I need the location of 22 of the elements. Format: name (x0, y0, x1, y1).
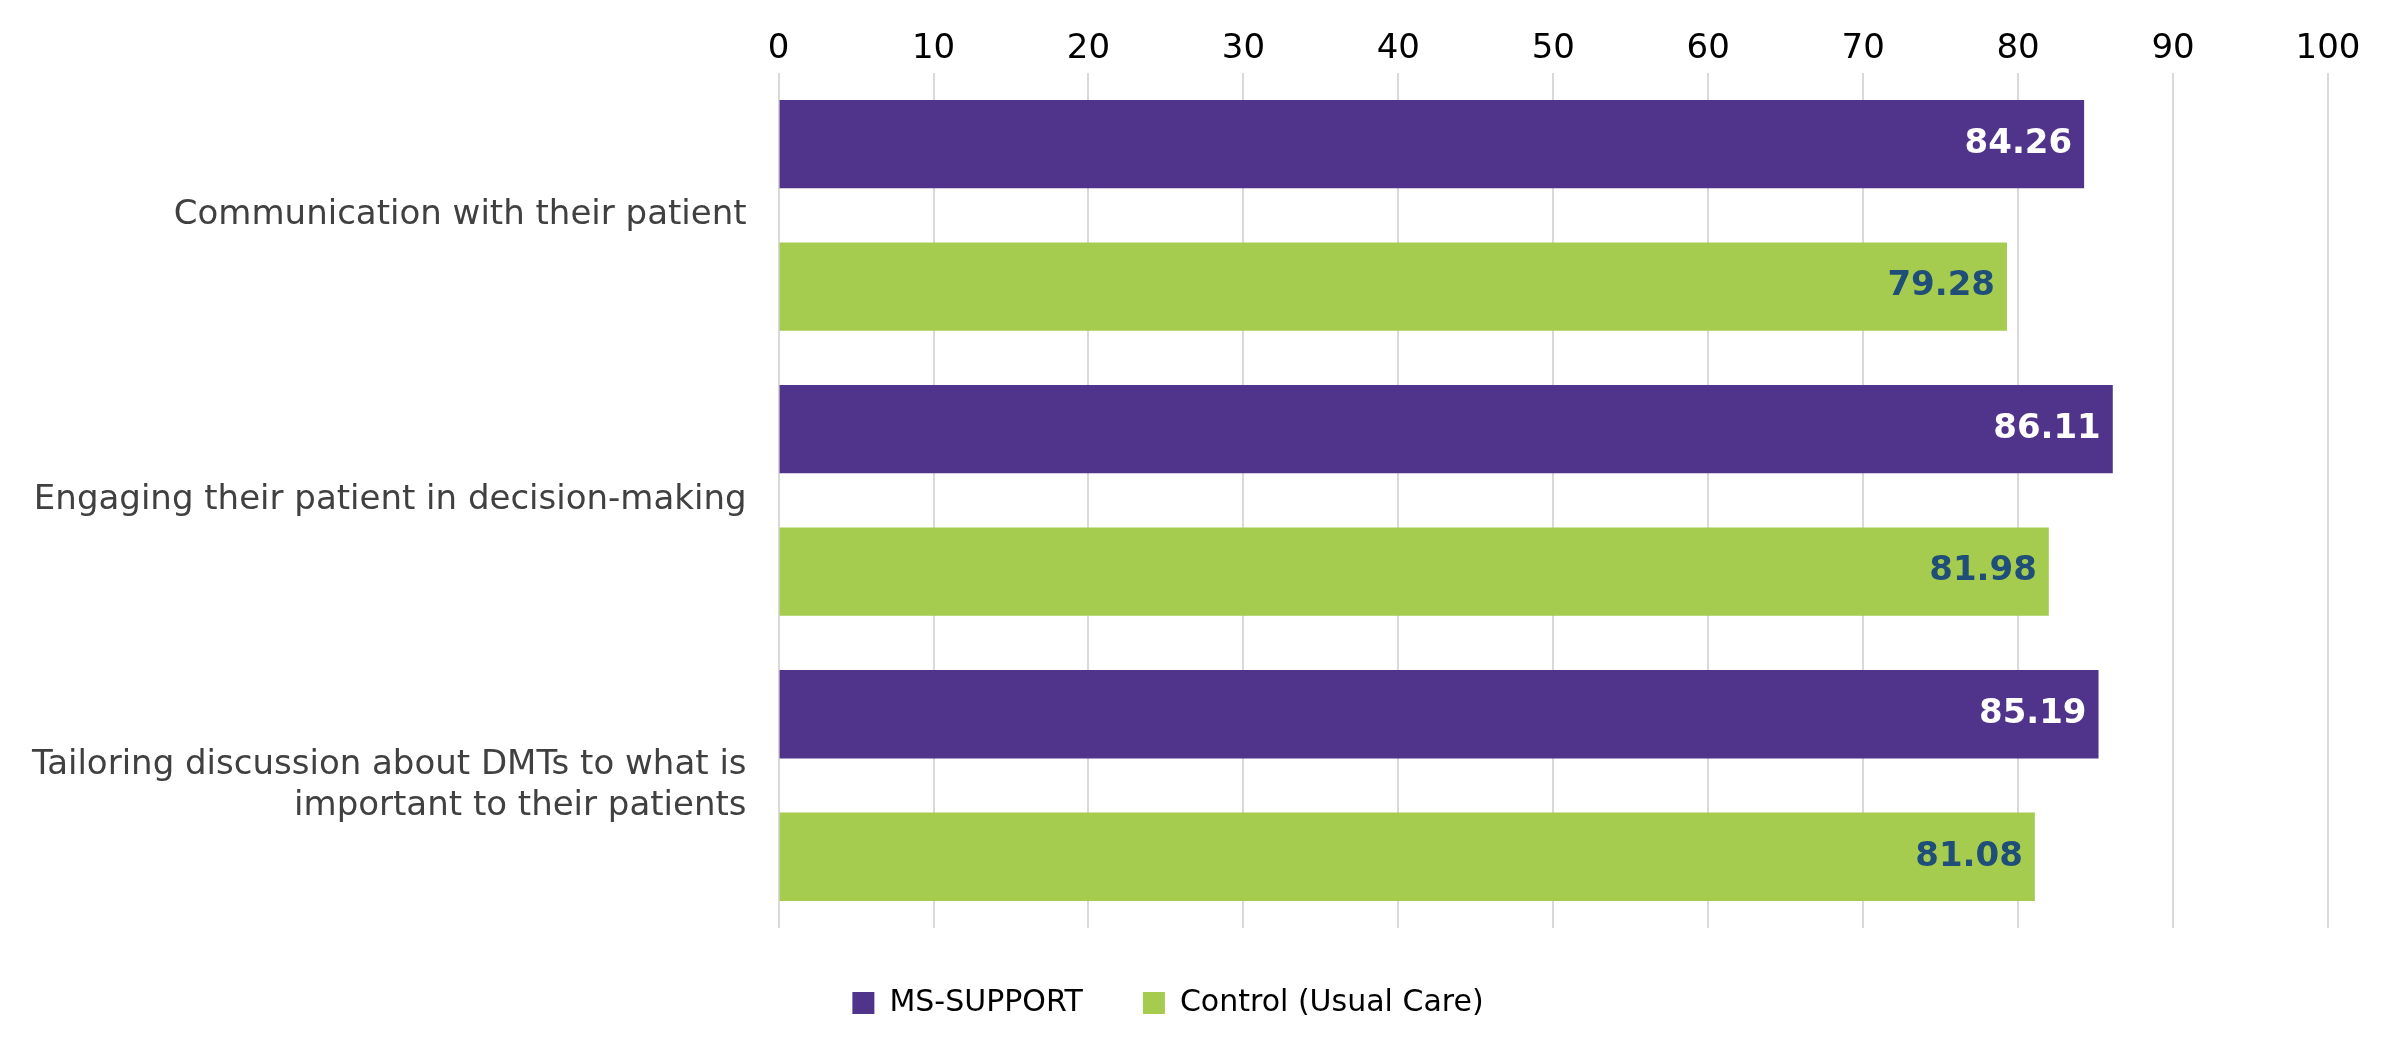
x-tick-label: 90 (2151, 26, 2195, 67)
data-label: 81.98 (1929, 548, 2037, 589)
y-tick-label: Tailoring discussion about DMTs to what is important to their patients (30, 741, 747, 823)
legend-label: MS-SUPPORT (889, 982, 1084, 1018)
x-tick-label: 10 (911, 26, 956, 67)
x-tick-label: 40 (1376, 26, 1420, 67)
legend-label: Control (Usual Care) (1179, 982, 1484, 1018)
y-tick-label: Engaging their patient in decision-making (33, 477, 747, 518)
x-tick-label: 30 (1221, 26, 1266, 67)
x-tick-label: 100 (2295, 26, 2361, 67)
data-label: 81.08 (1915, 833, 2023, 874)
data-label: 84.26 (1964, 120, 2073, 161)
x-tick-label: 20 (1066, 26, 1111, 67)
data-label: 85.19 (1978, 691, 2087, 732)
x-tick-label: 70 (1841, 26, 1885, 67)
x-tick-label: 0 (767, 26, 790, 67)
y-tick-label: Communication with their patient (173, 192, 747, 233)
data-label: 79.28 (1887, 263, 1995, 304)
x-tick-label: 50 (1531, 26, 1575, 67)
data-label: 86.11 (1993, 405, 2101, 446)
x-tick-label: 60 (1686, 26, 1730, 67)
x-tick-label: 80 (1996, 26, 2040, 67)
